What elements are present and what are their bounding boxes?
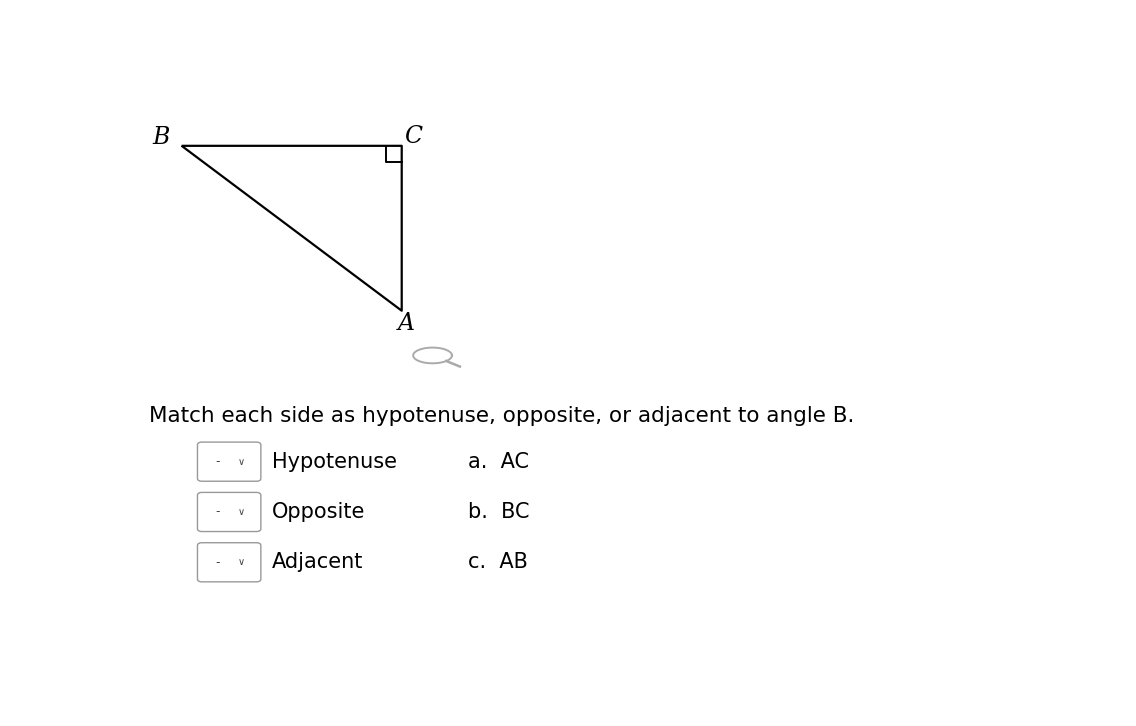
Text: Match each side as hypotenuse, opposite, or adjacent to angle B.: Match each side as hypotenuse, opposite,…	[149, 406, 854, 425]
Text: ∨: ∨	[237, 507, 244, 517]
Text: A: A	[398, 311, 415, 335]
Text: -: -	[216, 455, 225, 468]
FancyBboxPatch shape	[198, 442, 261, 481]
Text: c.  AB: c. AB	[468, 552, 527, 572]
Text: Opposite: Opposite	[273, 502, 366, 522]
Text: -: -	[216, 505, 225, 518]
Text: C: C	[404, 125, 423, 148]
Text: B: B	[152, 126, 170, 149]
Text: Hypotenuse: Hypotenuse	[273, 452, 398, 472]
Text: ∨: ∨	[237, 558, 244, 567]
Text: -: -	[216, 556, 225, 568]
Text: a.  AC: a. AC	[468, 452, 528, 472]
FancyBboxPatch shape	[198, 543, 261, 582]
Text: b.  BC: b. BC	[468, 502, 529, 522]
Text: ∨: ∨	[237, 457, 244, 467]
FancyBboxPatch shape	[198, 492, 261, 531]
Text: Adjacent: Adjacent	[273, 552, 364, 572]
